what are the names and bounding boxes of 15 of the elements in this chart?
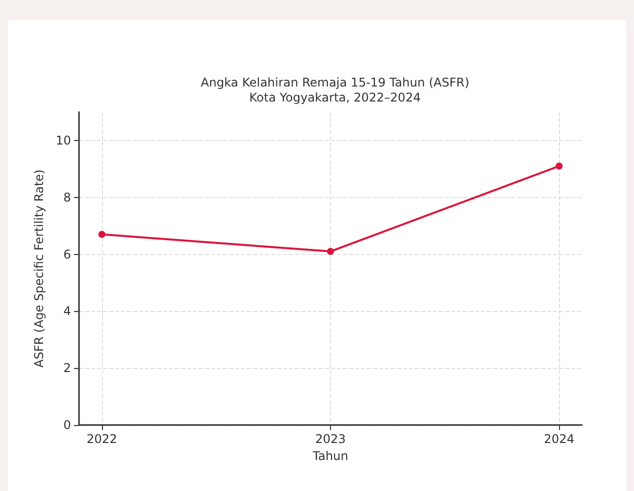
point [556,162,563,170]
y-tick-label: 4 [63,304,71,318]
y-tick-label: 2 [63,361,71,376]
x-axis-title: Tahun [312,448,348,463]
x-tick-label: 2023 [315,432,346,446]
y-tick-label: 0 [63,418,71,432]
chart-title: Angka Kelahiran Remaja 15-19 Tahun (ASFR) Kota Yogyakarta, 2022–2024 [200,76,470,104]
y-axis-title: ASFR (Age Specific Fertility Rate) [32,169,46,368]
point [327,248,334,255]
x-tick-label: 2022 [86,432,118,446]
y-tick-label: 6 [63,247,71,262]
point [98,230,106,238]
x-tick-label: 2024 [544,432,574,446]
y-tick-label: 8 [63,190,71,204]
y-tick-label: 10 [56,133,71,148]
